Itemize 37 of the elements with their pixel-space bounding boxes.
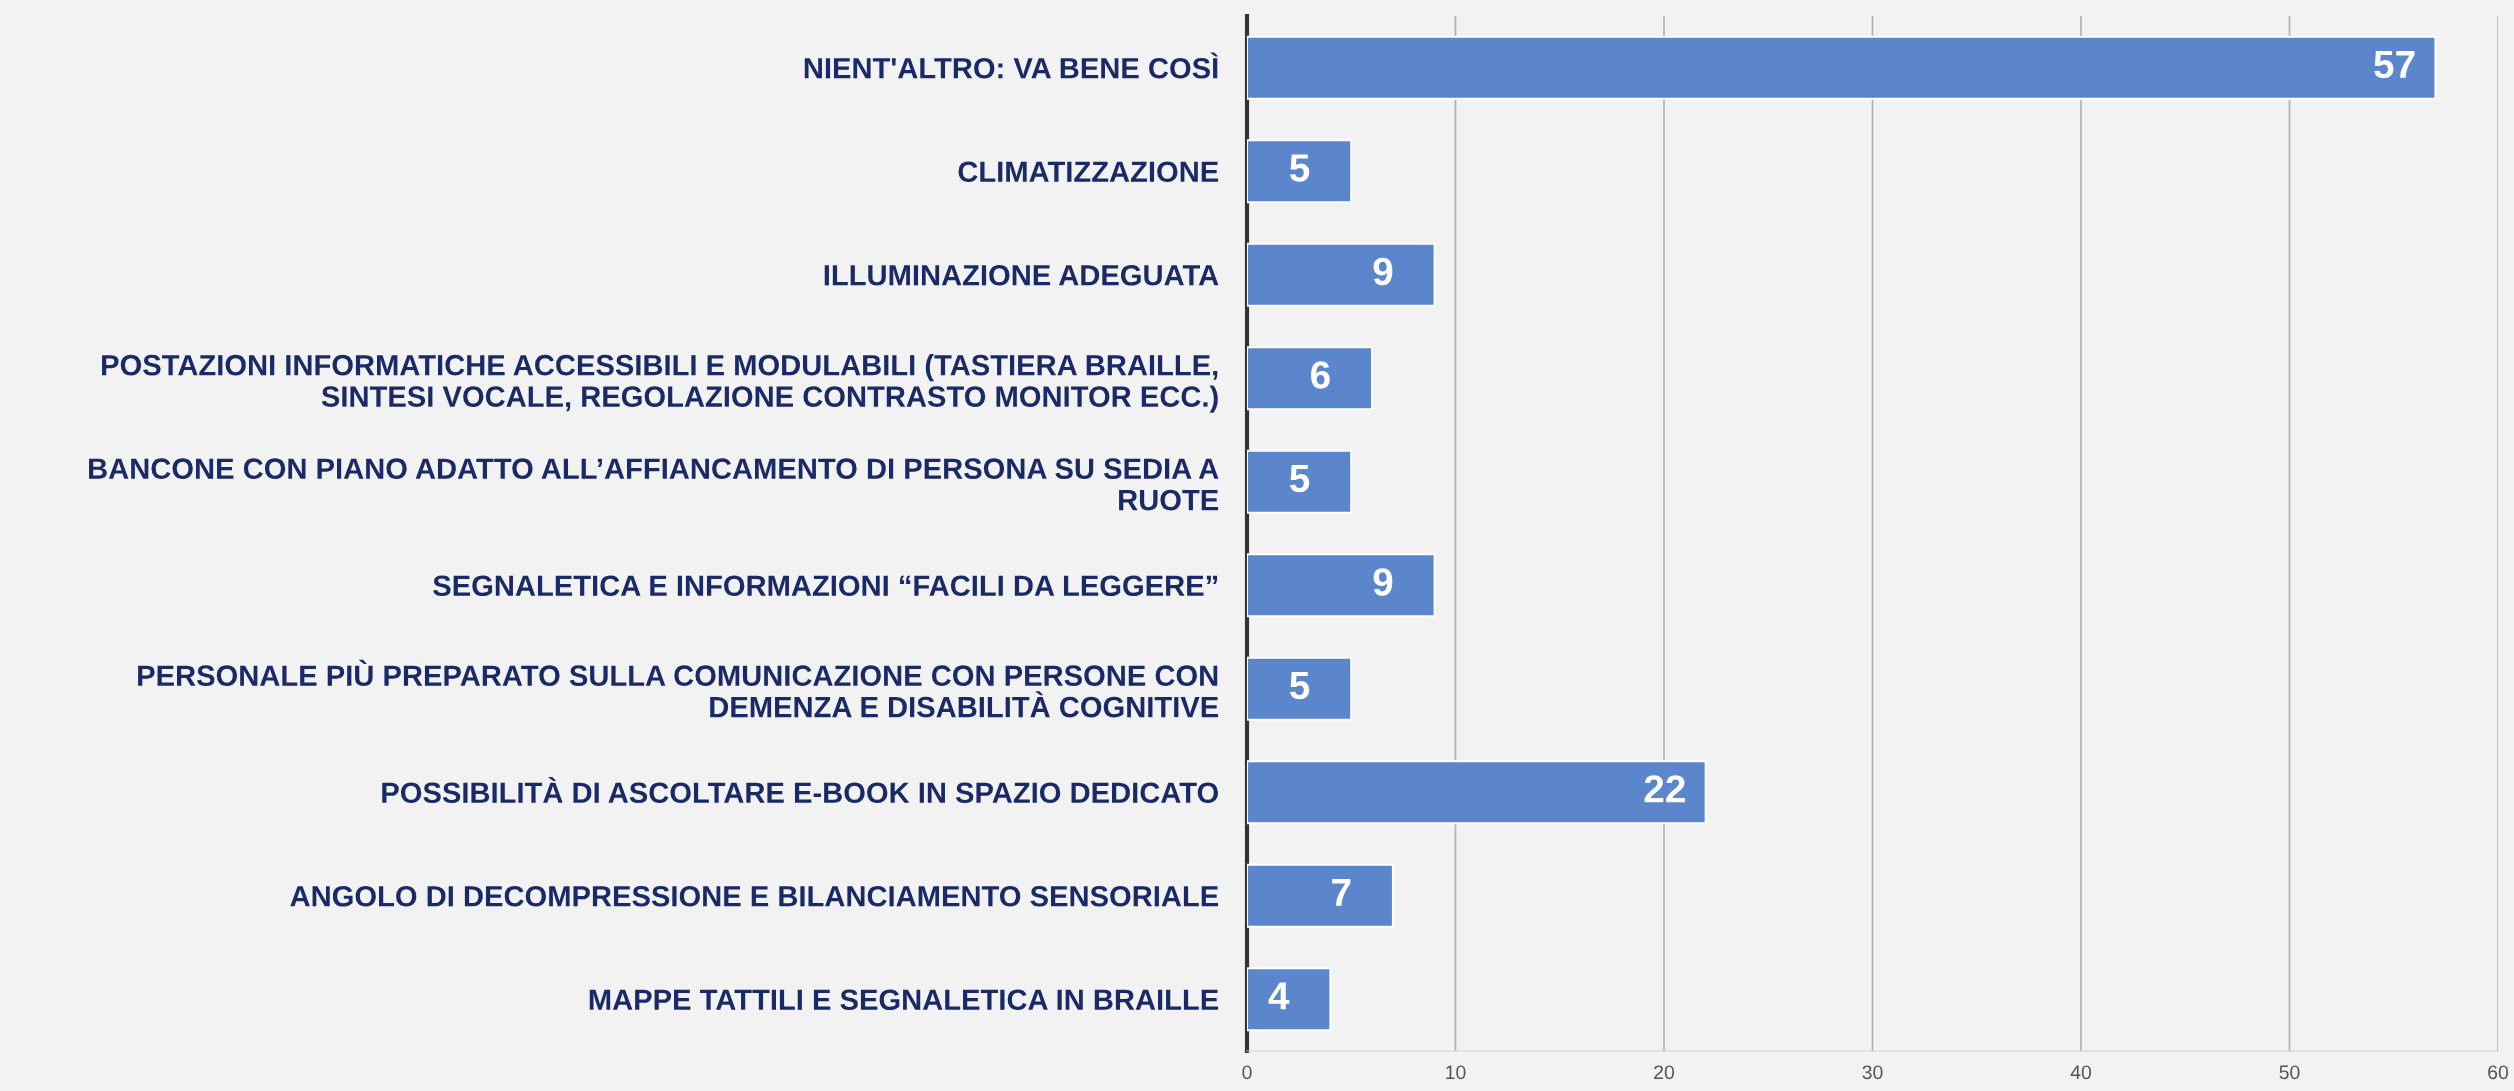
y-tick-label: CLIMATIZZAZIONE	[958, 161, 1219, 183]
bar	[1247, 760, 1707, 825]
y-tick-label: MAPPE TATTILI E SEGNALETICA IN BRAILLE	[589, 989, 1219, 1011]
x-tick-label: 50	[2279, 1065, 2300, 1080]
bar	[1247, 242, 1436, 307]
x-tick-label: 60	[2488, 1065, 2509, 1080]
bar	[1247, 346, 1374, 411]
data-label: 5	[1289, 465, 1310, 493]
y-tick-label: ANGOLO DI DECOMPRESSIONE E BILANCIAMENTO SENSORIALE	[290, 885, 1219, 907]
x-tick-label: 0	[1242, 1065, 1252, 1080]
x-tick-label: 40	[2070, 1065, 2092, 1080]
bar	[1247, 863, 1394, 928]
bar	[1247, 35, 2437, 100]
y-tick-label: POSSIBILITÀ DI ASCOLTARE E-BOOK IN SPAZIO DEDICATO	[382, 776, 1218, 804]
bar	[1247, 553, 1436, 618]
data-label: 4	[1268, 982, 1290, 1010]
y-tick-label: NIENT'ALTRO: VA BENE COSÌ	[804, 52, 1218, 79]
data-label: 5	[1289, 672, 1310, 700]
y-tick-label: POSTAZIONI INFORMATICHE ACCESSIBILI E MODULABILI (TASTIERA BRAILLE, SINTESI VOCALE, REGOLAZIONE CONTRASTO MONITOR ECC.)	[102, 354, 1218, 413]
x-tick-label: 20	[1654, 1065, 1675, 1080]
bar	[1247, 656, 1353, 721]
data-label: 57	[2374, 51, 2415, 79]
y-tick-label: BANCONE CON PIANO ADATTO ALL’AFFIANCAMENTO DI PERSONA SU SEDIA A RUOTE	[89, 458, 1219, 511]
data-label: 7	[1332, 879, 1351, 906]
data-label: 22	[1644, 775, 1685, 803]
x-tick-label: 10	[1446, 1065, 1466, 1080]
y-tick-label: PERSONALE PIÙ PREPARATO SULLA COMUNICAZIONE CON PERSONE CON DEMENZA E DISABILITÀ COGNITIVE	[138, 659, 1219, 718]
bar	[1247, 139, 1353, 204]
data-label: 9	[1373, 257, 1393, 286]
y-tick-label: ILLUMINAZIONE ADEGUATA	[824, 264, 1219, 286]
y-tick-label: SEGNALETICA E INFORMAZIONI “FACILI DA LEGGERE”	[433, 575, 1218, 597]
data-label: 5	[1289, 154, 1310, 182]
bar	[1247, 449, 1353, 514]
x-tick-label: 30	[1862, 1065, 1883, 1080]
data-label: 6	[1311, 361, 1330, 389]
bar	[1247, 967, 1332, 1032]
data-label: 9	[1373, 568, 1393, 596]
